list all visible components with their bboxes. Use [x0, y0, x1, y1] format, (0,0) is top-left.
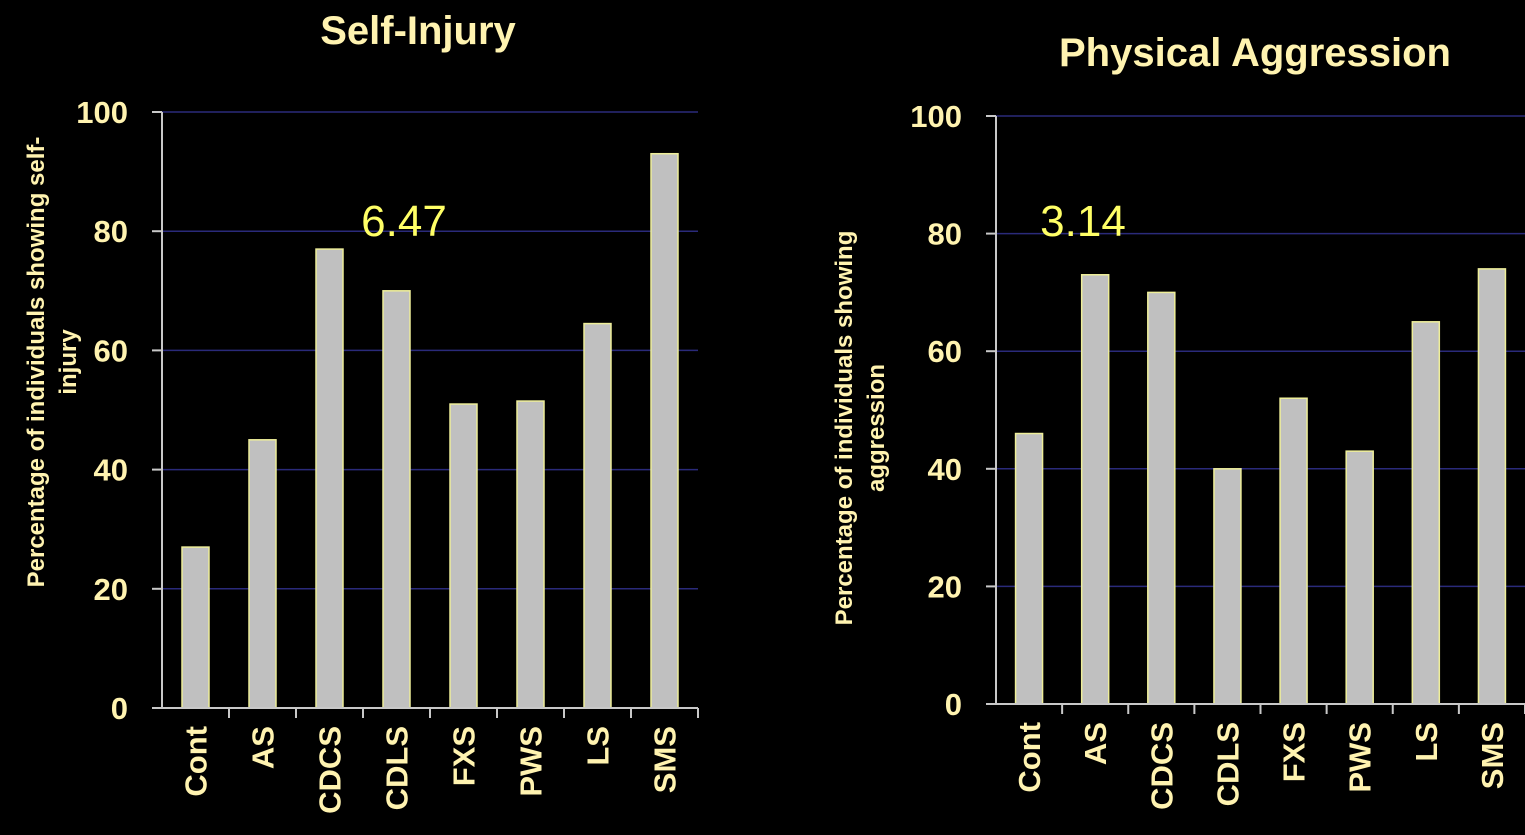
self-injury-chart: Self-Injury Percentage of individuals sh… — [23, 9, 699, 814]
x-tick-label: AS — [246, 726, 281, 769]
y-tick-label: 80 — [94, 214, 128, 249]
y-tick-label: 60 — [928, 334, 962, 369]
y-tick-label: 0 — [111, 691, 128, 726]
bar-cdcs — [1147, 291, 1176, 705]
bar-cdcs — [315, 248, 344, 709]
y-tick-label: 40 — [94, 453, 128, 488]
x-tick-label: FXS — [1277, 722, 1312, 782]
x-tick-label: PWS — [514, 726, 549, 797]
y-axis-label-line2: aggression — [863, 364, 890, 492]
bar-cont — [1014, 432, 1044, 705]
x-tick-label: CDLS — [380, 726, 415, 810]
bar-pws — [516, 400, 545, 709]
y-tick-label: 80 — [928, 217, 962, 252]
x-tick-label: CDCS — [1144, 722, 1179, 810]
bar-as — [248, 439, 277, 709]
y-tick-label: 40 — [928, 452, 962, 487]
x-tick-label: SMS — [1475, 722, 1510, 789]
x-tick-label: CDCS — [313, 726, 348, 814]
x-tick-label: AS — [1078, 722, 1113, 765]
bar-cdls — [382, 290, 411, 709]
y-axis-label-line2: injury — [55, 329, 82, 395]
chart-title: Physical Aggression — [1059, 31, 1451, 75]
y-tick-label: 20 — [928, 569, 962, 604]
bar-sms — [650, 152, 679, 709]
x-tick-label: SMS — [648, 726, 683, 793]
x-tick-label: LS — [581, 726, 616, 766]
bar-ls — [583, 322, 612, 709]
bar-pws — [1345, 450, 1374, 705]
x-tick-label: LS — [1409, 722, 1444, 762]
x-tick-label: PWS — [1343, 722, 1378, 793]
chart-annotation: 6.47 — [361, 197, 447, 246]
y-axis-label-line1: Percentage of individuals showing — [831, 231, 858, 626]
y-tick-label: 60 — [94, 333, 128, 368]
bar-fxs — [449, 403, 478, 709]
y-tick-label: 100 — [910, 99, 962, 134]
y-tick-label: 0 — [945, 687, 962, 722]
bar-fxs — [1279, 397, 1308, 705]
x-tick-label: FXS — [447, 726, 482, 786]
bar-sms — [1477, 268, 1507, 705]
bar-as — [1080, 274, 1110, 705]
x-tick-label: CDLS — [1210, 722, 1245, 806]
x-tick-label: Cont — [179, 726, 214, 797]
bar-ls — [1411, 321, 1441, 705]
y-tick-label: 20 — [94, 572, 128, 607]
bar-cdls — [1213, 468, 1242, 705]
physical-aggression-chart: Physical Aggression Percentage of indivi… — [831, 31, 1525, 810]
bar-cont — [181, 546, 210, 709]
chart-annotation: 3.14 — [1040, 197, 1126, 246]
x-tick-label: Cont — [1012, 722, 1047, 793]
chart-title: Self-Injury — [320, 9, 516, 53]
y-axis-label-line1: Percentage of individuals showing self- — [23, 137, 50, 588]
y-tick-label: 100 — [76, 95, 128, 130]
